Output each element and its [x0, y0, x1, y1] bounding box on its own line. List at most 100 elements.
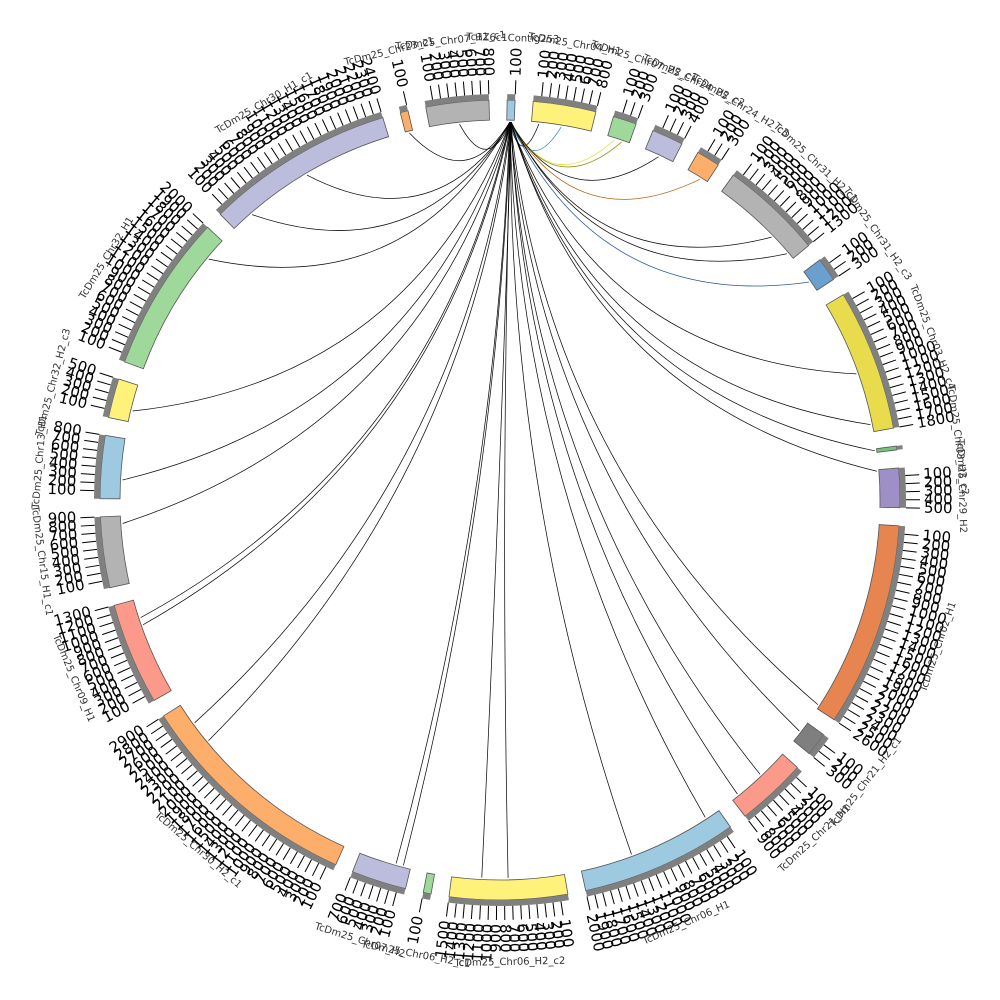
tick-label: 600: [576, 55, 599, 87]
tick-mark: [863, 680, 877, 688]
tick-mark: [175, 758, 188, 768]
tick-label: 500: [50, 542, 81, 563]
segment-TcDm25_Chr04_H1: [531, 100, 597, 132]
tick-label: 800: [496, 924, 514, 953]
tick-mark: [150, 725, 164, 735]
tick-mark: [237, 171, 247, 184]
segment-TcDm25_Chr13_H1: [99, 434, 126, 500]
tick-mark: [82, 540, 97, 544]
segment-name-label: TcDm25_Chr31_H2_c3: [840, 185, 914, 283]
tick-label: 200: [923, 472, 952, 491]
tick-mark: [446, 83, 450, 98]
tick-mark: [470, 905, 473, 920]
segment-band: [819, 256, 839, 280]
tick-mark: [884, 628, 899, 634]
link-Tc1Z6c1Contig253-TcDm25_Chr23_c1: [409, 121, 511, 162]
tick-label: 100: [555, 918, 577, 949]
tick-mark: [198, 782, 209, 793]
tick-mark: [94, 606, 109, 612]
tick-mark: [890, 383, 904, 389]
link-Tc1Z6c1Contig253-TcDm25_Chr03_H2_c4: [510, 122, 871, 425]
tick-mark: [133, 293, 147, 302]
tick-mark: [124, 681, 138, 690]
tick-mark: [677, 864, 685, 878]
tick-mark: [767, 805, 777, 817]
tick-label: 200: [53, 567, 84, 590]
tick-mark: [83, 548, 98, 552]
segment-band: [843, 291, 900, 429]
tick-mark: [224, 182, 235, 194]
tick-mark: [160, 251, 173, 261]
segment-band: [424, 94, 489, 107]
tick-mark: [541, 82, 544, 97]
tick-mark: [344, 109, 352, 123]
link-Tc1Z6c1Contig253-TcDm25_Chr21_H2_c1: [509, 122, 800, 732]
tick-mark: [319, 866, 327, 880]
tick-mark: [838, 267, 851, 277]
tick-mark: [894, 399, 909, 404]
tick-mark: [99, 372, 114, 378]
tick-mark: [873, 658, 887, 666]
tick-mark: [445, 902, 449, 917]
tick-mark: [867, 320, 881, 328]
link-Tc1Z6c1Contig253-TcDm25_Chr07_H1_c1: [459, 121, 511, 150]
segment-band: [585, 826, 734, 897]
tick-mark: [92, 396, 107, 402]
tick-mark: [905, 474, 920, 477]
link-Tc1Z6c1Contig253-TcDm25_Chr02_H1: [510, 122, 819, 705]
tick-label: 100: [388, 57, 412, 89]
tick-mark: [311, 863, 320, 877]
tick-label: 600: [915, 568, 946, 591]
segment-TcDm25_Chr30_H2_c1: [162, 704, 345, 866]
tick-mark: [721, 147, 730, 161]
tick-mark: [818, 750, 831, 761]
tick-mark: [121, 316, 136, 324]
tick-mark: [83, 448, 98, 451]
tick-label: 900: [487, 924, 505, 953]
tick-mark: [114, 331, 129, 338]
tick-mark: [289, 851, 298, 865]
tick-mark: [241, 819, 251, 832]
tick-mark: [203, 787, 215, 799]
tick-label: 100: [55, 575, 87, 598]
tick-mark: [573, 86, 577, 101]
tick-mark: [128, 689, 142, 697]
tick-mark: [860, 305, 873, 314]
segment-TcDm25_Chr03_H2_c2: [876, 445, 898, 453]
segment-band: [733, 170, 814, 246]
tick-mark: [454, 82, 458, 97]
tick-label: 100: [404, 914, 427, 946]
segment-TcDm25_Chr21_H1: [732, 753, 798, 817]
tick-mark: [376, 887, 382, 902]
tick-mark: [479, 905, 481, 920]
tick-mark: [146, 718, 159, 728]
link-Tc1Z6c1Contig253-TcDm25_Chr15_H1_c1: [122, 122, 512, 524]
tick-mark: [677, 122, 685, 136]
tick-mark: [82, 456, 97, 459]
tick-mark: [321, 119, 329, 133]
tick-mark: [870, 328, 884, 336]
tick-label: 300: [920, 543, 951, 564]
tick-mark: [829, 254, 842, 264]
tick-mark: [155, 258, 168, 268]
tick-mark: [108, 346, 123, 353]
tick-mark: [165, 245, 178, 255]
tick-mark: [299, 130, 308, 144]
tick-label: 300: [551, 51, 573, 82]
tick-mark: [891, 605, 906, 610]
segment-TcDm25_Chr21_H2_c1: [793, 722, 825, 755]
link-Tc1Z6c1Contig253-TcDm25_Chr32_H1: [208, 121, 511, 268]
tick-mark: [81, 532, 96, 535]
tick-mark: [222, 804, 233, 816]
tick-mark: [549, 83, 552, 98]
link-Tc1Z6c1Contig253-TcDm25_Chr06_H1: [510, 122, 632, 855]
tick-mark: [528, 904, 531, 919]
tick-label: 500: [924, 499, 953, 518]
segment-name-label: TcDm25_Chr06_H2_c2: [453, 956, 565, 969]
tick-mark: [807, 226, 820, 236]
tick-label: 1200: [459, 922, 480, 961]
tick-mark: [796, 777, 807, 788]
tick-label: 200: [47, 471, 76, 490]
tick-mark: [699, 853, 708, 866]
segment-name-label: Tc1Z6c1Contig253: [465, 32, 559, 46]
